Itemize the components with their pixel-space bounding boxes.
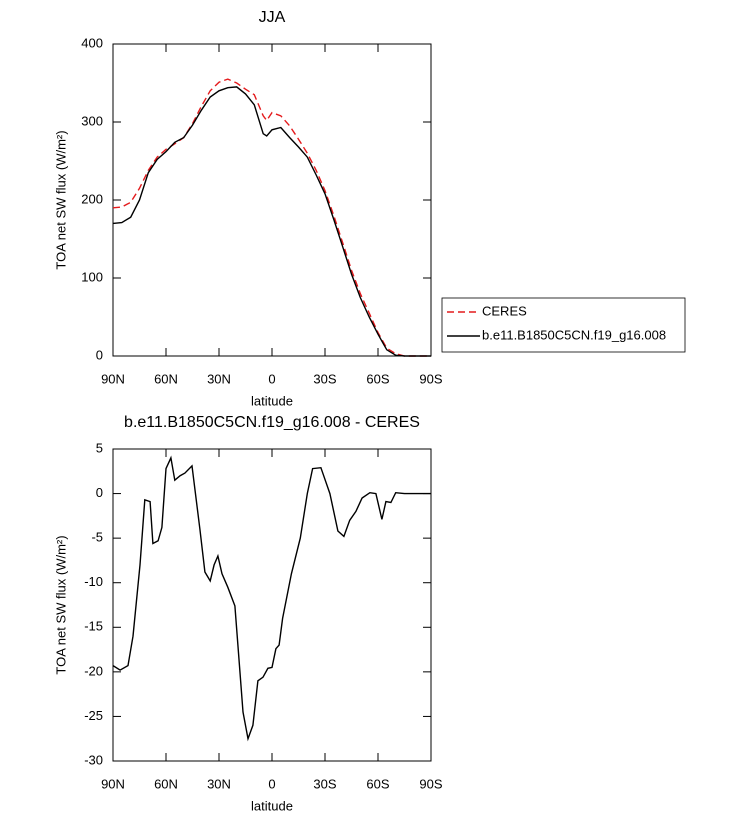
y-tick-label: 5 — [96, 440, 103, 455]
x-tick-label: 90S — [419, 371, 442, 386]
x-tick-label: 30N — [207, 371, 231, 386]
y-tick-label: 0 — [96, 347, 103, 362]
data-line — [112, 455, 431, 742]
x-tick-label: 90N — [101, 776, 125, 791]
y-tick-label: -5 — [91, 530, 103, 545]
x-tick-label: 0 — [268, 371, 275, 386]
y-tick-label: 300 — [81, 113, 103, 128]
chart-title: b.e11.B1850C5CN.f19_g16.008 - CERES — [124, 414, 420, 431]
legend-label: CERES — [482, 303, 527, 318]
y-tick-label: 400 — [81, 35, 103, 50]
x-tick-label: 60N — [154, 371, 178, 386]
legend-box — [441, 297, 686, 353]
y-tick-label: -20 — [84, 663, 103, 678]
data-line — [112, 78, 431, 357]
x-tick-label: 30S — [313, 371, 336, 386]
chart-title: JJA — [259, 9, 286, 26]
y-tick-label: -15 — [84, 619, 103, 634]
x-tick-label: 30S — [313, 776, 336, 791]
y-tick-label: -30 — [84, 752, 103, 767]
x-tick-label: 30N — [207, 776, 231, 791]
y-tick-label: 200 — [81, 191, 103, 206]
plot-frame — [112, 43, 432, 357]
x-tick-label: 60S — [366, 371, 389, 386]
y-axis-label: TOA net SW flux (W/m²) — [53, 130, 68, 269]
y-tick-label: 100 — [81, 269, 103, 284]
y-tick-label: 0 — [96, 485, 103, 500]
x-tick-label: 0 — [268, 776, 275, 791]
x-axis-label: latitude — [251, 393, 293, 408]
x-tick-label: 90N — [101, 371, 125, 386]
y-axis-label: TOA net SW flux (W/m²) — [53, 535, 68, 674]
x-tick-label: 60S — [366, 776, 389, 791]
x-tick-label: 90S — [419, 776, 442, 791]
plot-frame — [112, 448, 432, 762]
y-tick-label: -25 — [84, 708, 103, 723]
y-tick-label: -10 — [84, 574, 103, 589]
x-axis-label: latitude — [251, 798, 293, 813]
legend-label: b.e11.B1850C5CN.f19_g16.008 — [482, 327, 666, 342]
x-tick-label: 60N — [154, 776, 178, 791]
data-line — [112, 86, 431, 357]
